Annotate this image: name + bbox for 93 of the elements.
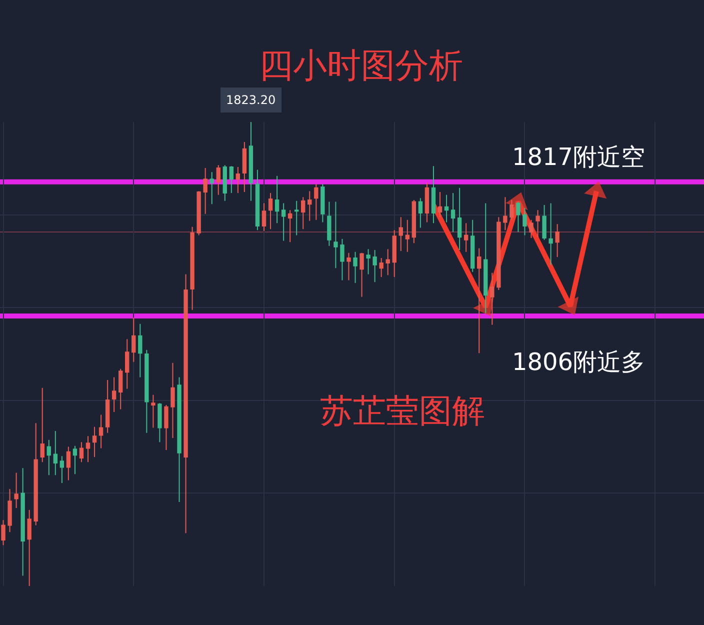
candlestick [158,402,162,443]
candlestick [53,430,58,476]
candlestick [457,187,462,251]
candlestick [314,184,318,220]
candlestick [340,238,344,281]
candlestick [118,368,123,410]
candlestick [229,166,234,194]
candlestick [438,192,442,218]
candlestick [255,169,260,231]
candlestick [334,201,338,269]
candlestick [20,468,25,576]
candlestick [327,201,332,246]
point [584,181,607,199]
candlestick [92,426,97,458]
candlestick [308,190,312,222]
candlestick [14,472,18,509]
candlestick [522,207,527,236]
candlestick [405,219,410,252]
candlestick [379,257,384,278]
point [558,296,578,316]
candlestick [177,376,182,503]
candlestick [301,196,306,230]
candlestick [353,251,358,284]
candlestick [418,198,423,228]
candlestick [236,166,240,194]
candlestick [484,202,488,314]
candlestick [529,219,534,238]
candlestick [542,204,546,240]
candlestick [548,202,553,266]
candlestick [184,274,188,534]
candlestick [320,184,325,223]
candlestick [105,379,110,434]
annotation: 苏芷莹图解 [320,391,485,430]
candlestick [98,414,104,449]
candlestick [86,436,90,463]
candlestick [496,216,501,290]
candlestick [288,210,292,243]
candlestick [144,349,149,434]
candlestick [490,272,494,326]
chart-title: 四小时图分析 [259,46,464,86]
candlestick [170,362,175,438]
candlestick [268,192,273,230]
candlestick [46,439,51,476]
candlestick [555,224,560,258]
candlestick [366,248,370,275]
candlestick [464,222,468,252]
candlestick [281,202,286,242]
candlestick [40,387,44,463]
candlestick [210,172,214,205]
candlestick [8,488,12,533]
candlestick [444,194,449,223]
candlestick [470,219,475,272]
ref-line-label: 1806附近多 [512,348,646,376]
candlestick [248,122,254,202]
candlestick [222,164,227,202]
candlestick [27,509,32,586]
annotation: 1823.20 [226,93,276,107]
candlestick [450,192,456,232]
candlestick [294,200,299,236]
candlestick [60,456,64,484]
candlestick [203,167,208,214]
candlestick [190,226,194,310]
candlestick [132,317,136,362]
candlestick [242,141,247,193]
candlestick [164,404,168,451]
candlestick [196,190,201,236]
candlestick [386,248,390,276]
candlestick [477,248,482,354]
candlestick [516,201,520,232]
candlestick [125,338,130,390]
candlestick [346,252,351,281]
candlestick [79,442,84,463]
candlestick [112,376,116,412]
candlestick [503,196,508,231]
candlestick [360,252,364,298]
candlestick [274,175,280,224]
ref-line-label: 1817附近空 [512,143,646,171]
candlestick [216,164,220,196]
candlestick [398,216,403,252]
candlestick [151,394,156,428]
candlestick [262,202,266,232]
candlestick [412,199,416,244]
candlestick [510,199,514,220]
candlestick [72,445,78,475]
candlestick [431,166,436,224]
candlestick [372,250,377,283]
candlestick [536,210,540,238]
candlestick [34,422,38,526]
candlestick [66,446,71,481]
candlestick [392,230,396,278]
candlestick [138,323,142,378]
candlestick [424,182,430,223]
candlestick [1,520,6,546]
